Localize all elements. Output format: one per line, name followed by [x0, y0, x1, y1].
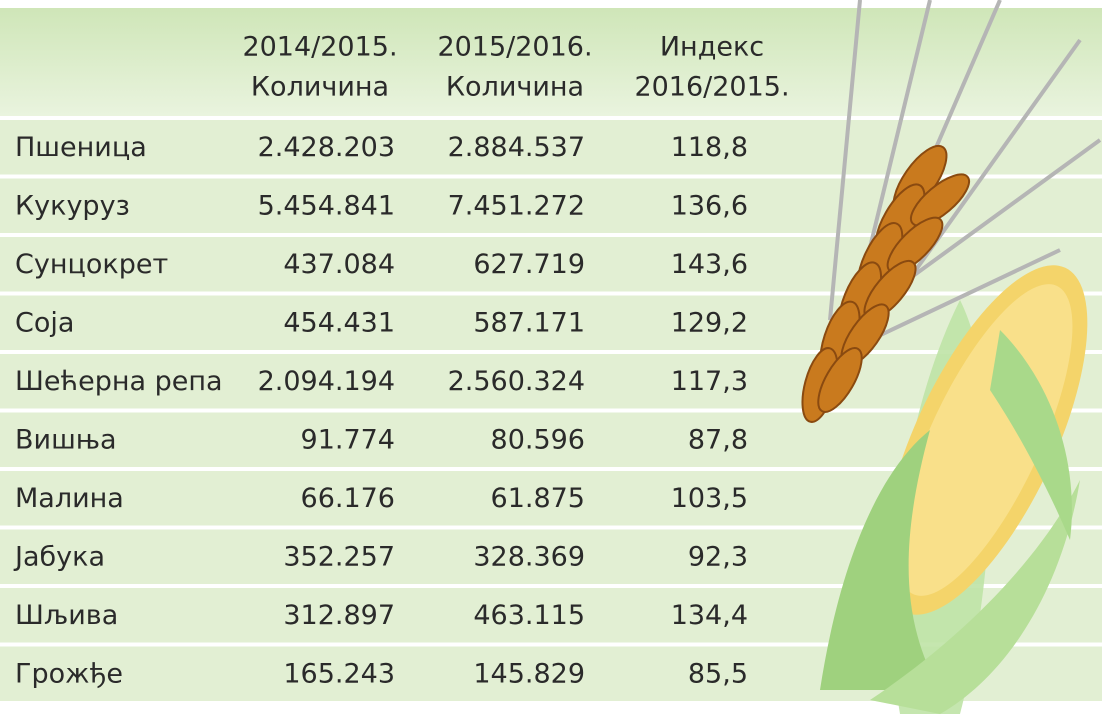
cell-value: 118,8	[671, 132, 748, 163]
row-label: Јабука	[13, 541, 105, 572]
cell-value: 165.243	[283, 658, 395, 689]
cell-value: 134,4	[671, 600, 748, 631]
cell-value: 2.884.537	[448, 132, 585, 163]
cell-value: 145.829	[473, 658, 585, 689]
infographic: 2014/2015. Количина 2015/2016. Количина Инде…	[0, 0, 1102, 714]
cell-value: 143,6	[671, 249, 748, 280]
column-header: Количина	[251, 72, 389, 103]
cell-value: 328.369	[473, 541, 585, 572]
cell-value: 463.115	[473, 600, 585, 631]
cell-value: 627.719	[473, 249, 585, 280]
row-label: Кукуруз	[15, 190, 130, 221]
column-header: 2016/2015.	[634, 72, 789, 103]
cell-value: 87,8	[688, 424, 748, 455]
row-label: Шљива	[15, 600, 118, 631]
cell-value: 587.171	[473, 307, 585, 338]
cell-value: 136,6	[671, 190, 748, 221]
cell-value: 80.596	[491, 424, 585, 455]
column-header: 2014/2015.	[242, 32, 397, 63]
column-header: Количина	[446, 72, 584, 103]
cell-value: 66.176	[301, 483, 395, 514]
cell-value: 312.897	[283, 600, 395, 631]
row-label: Вишња	[15, 424, 117, 455]
row-label: Сунцокрет	[15, 249, 168, 280]
row-separator	[0, 116, 1102, 120]
row-label: Пшеница	[15, 132, 147, 163]
cell-value: 5.454.841	[258, 190, 395, 221]
cell-value: 103,5	[671, 483, 748, 514]
row-separator	[0, 292, 1102, 296]
cell-value: 454.431	[283, 307, 395, 338]
cell-value: 61.875	[491, 483, 585, 514]
cell-value: 437.084	[283, 249, 395, 280]
column-header: Индекс	[660, 32, 764, 63]
cell-value: 2.560.324	[448, 366, 585, 397]
cell-value: 91.774	[301, 424, 395, 455]
cell-value: 7.451.272	[448, 190, 585, 221]
row-label: Соја	[15, 307, 74, 338]
column-header: 2015/2016.	[437, 32, 592, 63]
row-label: Грожђе	[15, 658, 123, 689]
row-label: Шећерна репа	[15, 366, 223, 397]
cell-value: 352.257	[283, 541, 395, 572]
cell-value: 129,2	[671, 307, 748, 338]
cell-value: 92,3	[688, 541, 748, 572]
cell-value: 2.428.203	[258, 132, 395, 163]
cell-value: 2.094.194	[258, 366, 395, 397]
row-label: Малина	[15, 483, 124, 514]
cell-value: 85,5	[688, 658, 748, 689]
row-separator	[0, 350, 1102, 354]
cell-value: 117,3	[671, 366, 748, 397]
